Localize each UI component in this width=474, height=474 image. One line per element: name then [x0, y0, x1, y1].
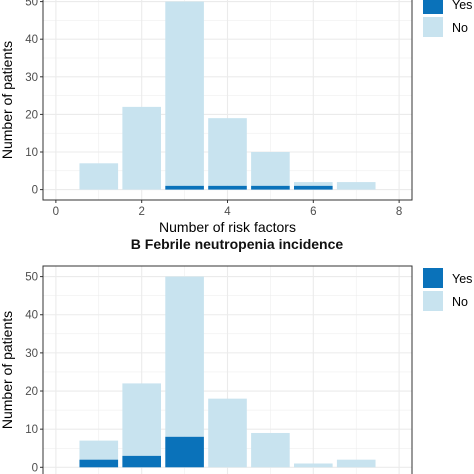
- x-tick-label: 0: [53, 206, 59, 218]
- bar-no: [165, 1, 204, 186]
- bar-yes: [165, 185, 204, 190]
- y-tick-label: 30: [25, 348, 38, 360]
- legend-key-yes: [423, 268, 443, 288]
- legend-key-yes: [423, 0, 443, 14]
- bar-no: [294, 182, 333, 186]
- bar-no: [79, 163, 119, 190]
- bar-yes: [208, 185, 247, 190]
- chart-panel-a: 0 10 20 30 40 50 0 2 4 6 8 Number of risk factors Nu…: [0, 0, 472, 235]
- bar-no: [122, 106, 161, 190]
- y-tick-label: 10: [25, 424, 38, 436]
- bar-no: [122, 383, 161, 456]
- chart-panel-b: 0 10 20 30 40 50 Number of patients Yes No: [0, 265, 472, 474]
- bar-yes: [251, 185, 290, 190]
- bar-yes: [79, 459, 119, 468]
- y-tick-label: 30: [25, 72, 38, 84]
- y-tick-label: 20: [25, 109, 38, 121]
- y-tick-label: 0: [32, 185, 38, 197]
- panel-b-title: B Febrile neutropenia incidence: [130, 236, 344, 252]
- bar-no: [165, 276, 204, 437]
- legend-key-no: [423, 291, 443, 311]
- bar-no: [336, 459, 376, 468]
- bar-no: [251, 432, 290, 468]
- legend-label-no: No: [452, 295, 468, 309]
- y-tick-label: 0: [32, 462, 38, 474]
- y-tick-label: 10: [25, 147, 38, 159]
- y-tick-label: 20: [25, 386, 38, 398]
- x-tick-label: 4: [224, 206, 231, 218]
- x-tick-label: 2: [138, 206, 144, 218]
- bar-no: [251, 152, 290, 186]
- y-tick-label: 50: [25, 272, 38, 284]
- bar-no: [79, 440, 119, 460]
- y-tick-label: 50: [25, 0, 38, 9]
- x-tick-label: 6: [310, 206, 316, 218]
- legend-label-yes: Yes: [452, 272, 472, 286]
- legend-label-yes: Yes: [452, 0, 472, 12]
- legend-key-no: [423, 17, 443, 37]
- x-tick-label: 8: [396, 206, 402, 218]
- bar-no: [294, 463, 333, 468]
- legend-label-no: No: [452, 21, 468, 35]
- y-axis-label: Number of patients: [0, 311, 15, 429]
- y-axis-label: Number of patients: [0, 41, 15, 159]
- plot-frame: [42, 265, 413, 474]
- x-axis-label: Number of risk factors: [159, 219, 296, 235]
- bar-no: [208, 398, 247, 468]
- bar-yes: [165, 436, 204, 468]
- bar-yes: [294, 185, 333, 190]
- bar-no: [336, 182, 376, 190]
- bar-yes: [122, 455, 161, 468]
- y-tick-label: 40: [25, 34, 38, 46]
- y-tick-label: 40: [25, 310, 38, 322]
- bar-no: [208, 118, 247, 186]
